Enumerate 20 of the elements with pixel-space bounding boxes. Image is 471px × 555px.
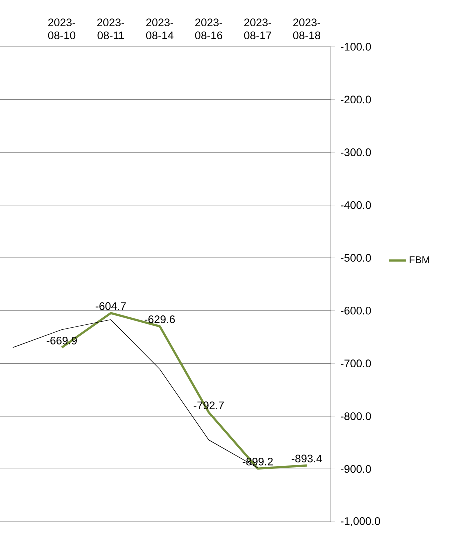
legend-label: FBM <box>410 256 430 264</box>
x-tick-label: 2023-08-16 <box>195 18 223 40</box>
y-tick-label: -200.0 <box>341 96 372 104</box>
x-tick-label: 2023-08-11 <box>98 18 125 40</box>
x-tick-label: 2023-08-14 <box>146 18 174 40</box>
y-tick-label: -100.0 <box>341 43 372 51</box>
y-tick-label: -500.0 <box>341 254 372 262</box>
y-tick-label: -700.0 <box>341 360 372 368</box>
x-tick-label: 2023-08-10 <box>48 18 76 40</box>
data-label: -629.6 <box>144 316 176 324</box>
y-tick-label: -600.0 <box>341 307 372 315</box>
y-tick-label: -900.0 <box>341 465 372 474</box>
data-label: -893.4 <box>292 454 322 463</box>
data-label: -604.7 <box>96 302 126 310</box>
y-tick-label: -800.0 <box>341 412 372 420</box>
x-tick-label: 2023-08-17 <box>244 18 272 40</box>
y-tick-label: -300.0 <box>341 148 372 156</box>
y-tick-label: -1,000.0 <box>341 517 380 527</box>
x-tick-label: 2023-08-18 <box>293 18 321 40</box>
y-tick-label: -400.0 <box>341 201 372 210</box>
